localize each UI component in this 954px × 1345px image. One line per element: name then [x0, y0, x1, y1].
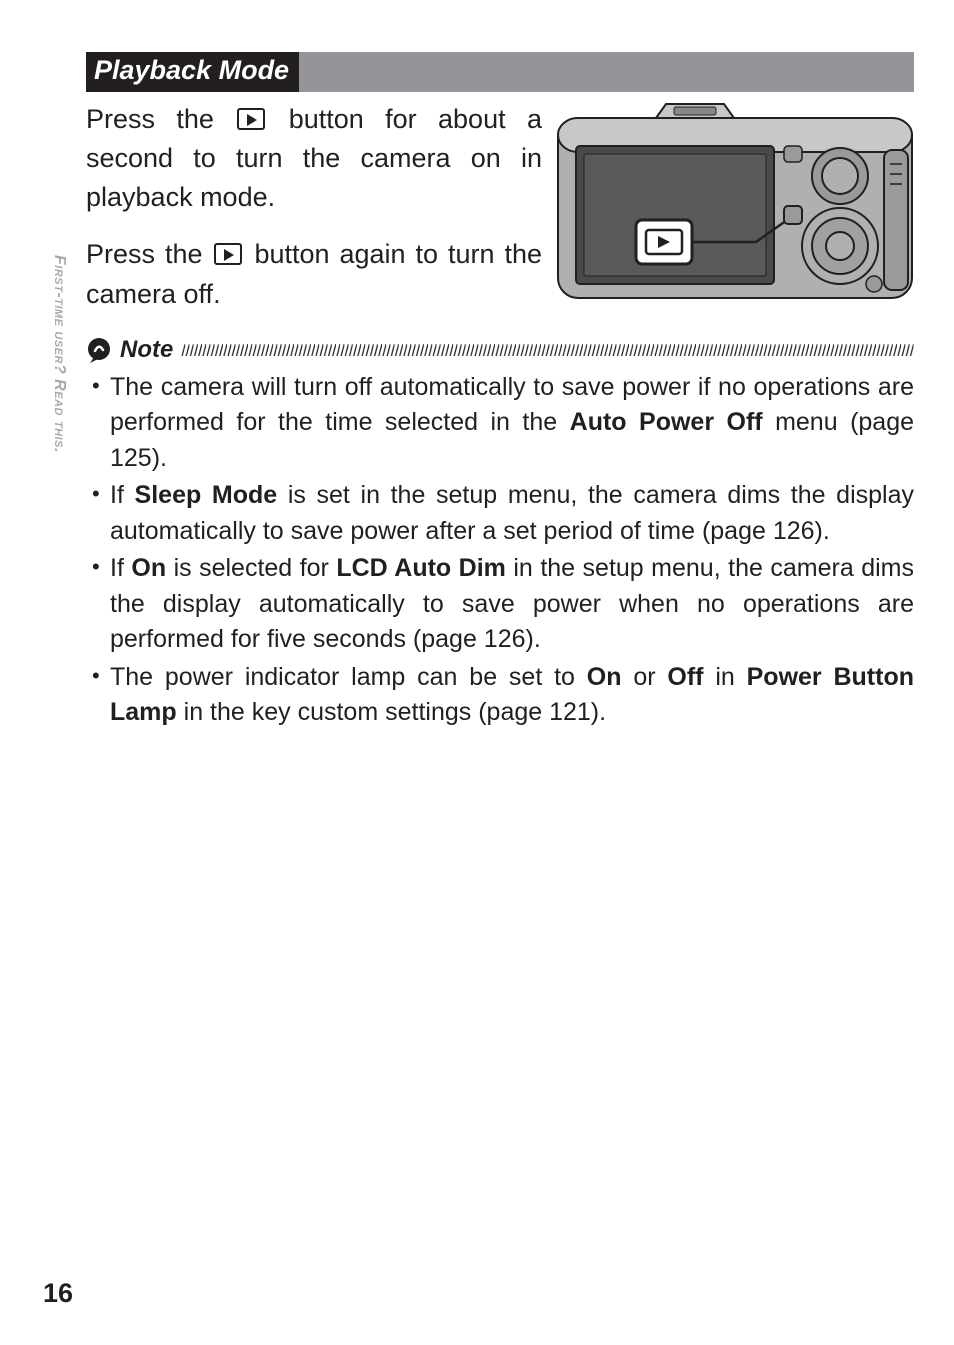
- section-heading: Playback Mode: [86, 52, 299, 92]
- b3-b2: LCD Auto Dim: [336, 554, 506, 582]
- b2-pre: If: [110, 481, 135, 509]
- paragraph-1: Press the button for about a second to t…: [86, 100, 542, 217]
- playback-icon: [237, 108, 265, 130]
- page-content: Playback Mode Press the button for about…: [86, 52, 914, 733]
- b4-mid: or: [622, 663, 668, 691]
- bullet-3: If On is selected for LCD Auto Dim in th…: [110, 551, 914, 658]
- b4-mid2: in: [704, 663, 747, 691]
- intro-text: Press the button for about a second to t…: [86, 100, 542, 314]
- paragraph-2: Press the button again to turn the camer…: [86, 235, 542, 313]
- note-label: Note: [120, 336, 173, 364]
- note-icon: [86, 337, 112, 363]
- note-hatch-line: [181, 344, 914, 356]
- side-tab-label: First-time user? Read this.: [44, 255, 68, 475]
- bullet-4: The power indicator lamp can be set to O…: [110, 660, 914, 731]
- b2-bold: Sleep Mode: [135, 481, 278, 509]
- b3-pre: If: [110, 554, 131, 582]
- b4-b2: Off: [667, 663, 703, 691]
- bullet-1: The camera will turn off automatically t…: [110, 370, 914, 477]
- note-heading: Note: [86, 336, 914, 364]
- b3-b1: On: [131, 554, 166, 582]
- bullet-2: If Sleep Mode is set in the setup menu, …: [110, 478, 914, 549]
- b4-post: in the key custom settings (page 121).: [177, 698, 606, 726]
- page-number: 16: [43, 1278, 73, 1309]
- b1-bold: Auto Power Off: [570, 408, 763, 436]
- playback-icon: [214, 243, 242, 265]
- p2-pre: Press the: [86, 239, 212, 269]
- camera-illustration: [556, 100, 914, 302]
- b3-mid: is selected for: [166, 554, 336, 582]
- b4-b1: On: [587, 663, 622, 691]
- b4-pre: The power indicator lamp can be set to: [110, 663, 587, 691]
- body: Press the button for about a second to t…: [86, 100, 914, 731]
- intro-row: Press the button for about a second to t…: [86, 100, 914, 314]
- note-bullets: The camera will turn off automatically t…: [86, 370, 914, 731]
- p1-pre: Press the: [86, 104, 235, 134]
- section-heading-bar: Playback Mode: [86, 52, 914, 92]
